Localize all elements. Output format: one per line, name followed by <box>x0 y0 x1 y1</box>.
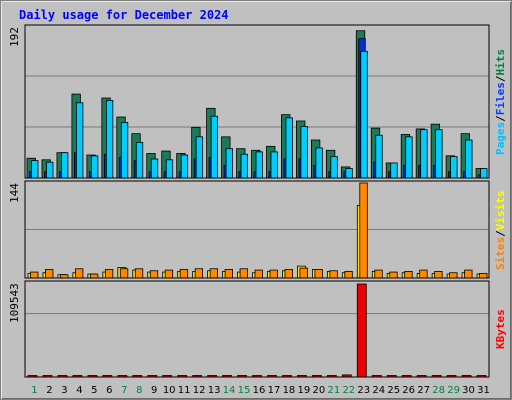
bar-sites-day-7 <box>119 268 129 279</box>
bar-sites-day-20 <box>314 269 323 279</box>
x-tick-label-day-14: 14 <box>223 385 236 396</box>
x-tick-label-day-8: 8 <box>136 385 142 396</box>
bar-pages-day-21 <box>330 156 338 179</box>
x-tick-label-day-17: 17 <box>268 385 281 396</box>
bar-pages-day-5 <box>90 155 99 179</box>
bar-pages-day-18 <box>285 117 293 179</box>
panel-middle-border <box>24 180 490 279</box>
bar-sites-day-18 <box>284 269 293 279</box>
bar-sites-day-15 <box>239 268 248 279</box>
bar-pages-day-2 <box>46 161 54 179</box>
bar-sites-day-29 <box>449 272 458 279</box>
bar-pages-day-29 <box>450 156 458 179</box>
bar-pages-day-25 <box>390 162 398 179</box>
bar-pages-day-6 <box>105 100 114 179</box>
x-tick-label-day-12: 12 <box>193 385 206 396</box>
bar-pages-day-1 <box>31 160 39 179</box>
x-tick-label-day-13: 13 <box>208 385 221 396</box>
x-tick-label-day-27: 27 <box>417 385 430 396</box>
panel-bottom-border <box>24 280 490 378</box>
bar-pages-day-20 <box>315 147 323 179</box>
chart-title: Daily usage for December 2024 <box>19 8 229 22</box>
bar-pages-day-9 <box>150 158 159 179</box>
bar-sites-day-1 <box>30 271 39 279</box>
x-tick-label-day-5: 5 <box>91 385 97 396</box>
bar-sites-day-9 <box>149 270 159 279</box>
x-tick-label-day-19: 19 <box>298 385 311 396</box>
bar-sites-day-30 <box>464 269 473 279</box>
bar-pages-day-24 <box>375 134 383 179</box>
bar-pages-day-14 <box>225 148 233 179</box>
x-tick-label-day-21: 21 <box>327 385 340 396</box>
x-tick-label-day-24: 24 <box>372 385 385 396</box>
bar-pages-day-8 <box>135 141 144 179</box>
x-tick-label-day-18: 18 <box>283 385 296 396</box>
bar-pages-day-31 <box>480 168 488 179</box>
bar-sites-day-11 <box>179 269 189 279</box>
panel-bottom-background <box>25 281 489 377</box>
bar-pages-day-30 <box>465 139 473 179</box>
x-tick-label-day-15: 15 <box>238 385 251 396</box>
bar-pages-day-10 <box>165 159 174 179</box>
x-tick-label-day-2: 2 <box>46 385 52 396</box>
bar-pages-day-12 <box>195 136 204 179</box>
bar-sites-day-6 <box>104 269 114 279</box>
bar-pages-day-15 <box>240 153 248 179</box>
bar-sites-day-2 <box>45 269 54 279</box>
bar-sites-day-5 <box>89 273 99 279</box>
bar-sites-day-26 <box>404 271 413 279</box>
panel-top-border <box>24 24 490 179</box>
bar-sites-day-13 <box>209 268 219 279</box>
bar-pages-day-19 <box>300 126 308 179</box>
x-tick-label-day-31: 31 <box>477 385 490 396</box>
bar-sites-day-12 <box>194 268 204 279</box>
x-tick-label-day-25: 25 <box>387 385 400 396</box>
x-tick-label-day-10: 10 <box>163 385 176 396</box>
bar-pages-day-17 <box>270 151 278 179</box>
x-tick-label-day-23: 23 <box>357 385 370 396</box>
x-tick-label-day-20: 20 <box>313 385 326 396</box>
x-tick-label-day-11: 11 <box>178 385 191 396</box>
x-tick-label-day-29: 29 <box>447 385 460 396</box>
bar-sites-day-22 <box>344 271 353 279</box>
bar-sites-day-16 <box>254 269 263 279</box>
bar-sites-day-31 <box>479 272 488 279</box>
x-tick-label-day-30: 30 <box>462 385 475 396</box>
bar-sites-day-23 <box>359 182 368 279</box>
bar-pages-day-23 <box>360 50 368 179</box>
bar-sites-day-19 <box>299 267 308 279</box>
bar-sites-day-24 <box>374 269 383 279</box>
bar-pages-day-7 <box>120 122 129 179</box>
x-tick-label-day-3: 3 <box>61 385 67 396</box>
bar-sites-day-14 <box>224 269 233 279</box>
bar-sites-day-28 <box>434 271 443 279</box>
x-tick-label-day-16: 16 <box>253 385 266 396</box>
x-tick-label-day-26: 26 <box>402 385 415 396</box>
bar-pages-day-22 <box>345 168 353 179</box>
bar-pages-day-3 <box>61 152 69 179</box>
bar-kbytes-day-23 <box>356 283 367 378</box>
bar-sites-day-8 <box>134 268 144 279</box>
bar-sites-day-10 <box>164 269 174 279</box>
bar-sites-day-17 <box>269 269 278 279</box>
bar-pages-day-13 <box>210 115 219 179</box>
bar-sites-day-4 <box>75 268 84 279</box>
x-tick-label-day-7: 7 <box>121 385 127 396</box>
bar-pages-day-11 <box>180 154 189 179</box>
bar-pages-day-4 <box>76 102 84 179</box>
bar-sites-day-21 <box>329 270 338 279</box>
bar-pages-day-16 <box>255 151 263 179</box>
bar-sites-day-27 <box>419 269 428 279</box>
bar-pages-day-28 <box>435 129 443 179</box>
bar-sites-day-25 <box>389 271 398 279</box>
x-tick-label-day-28: 28 <box>432 385 445 396</box>
x-tick-label-day-6: 6 <box>106 385 112 396</box>
bar-pages-day-26 <box>405 136 413 179</box>
bar-pages-day-27 <box>420 129 428 179</box>
x-tick-label-day-22: 22 <box>342 385 355 396</box>
x-tick-label-day-9: 9 <box>151 385 157 396</box>
x-tick-label-day-4: 4 <box>76 385 82 396</box>
x-tick-label-day-1: 1 <box>31 385 37 396</box>
